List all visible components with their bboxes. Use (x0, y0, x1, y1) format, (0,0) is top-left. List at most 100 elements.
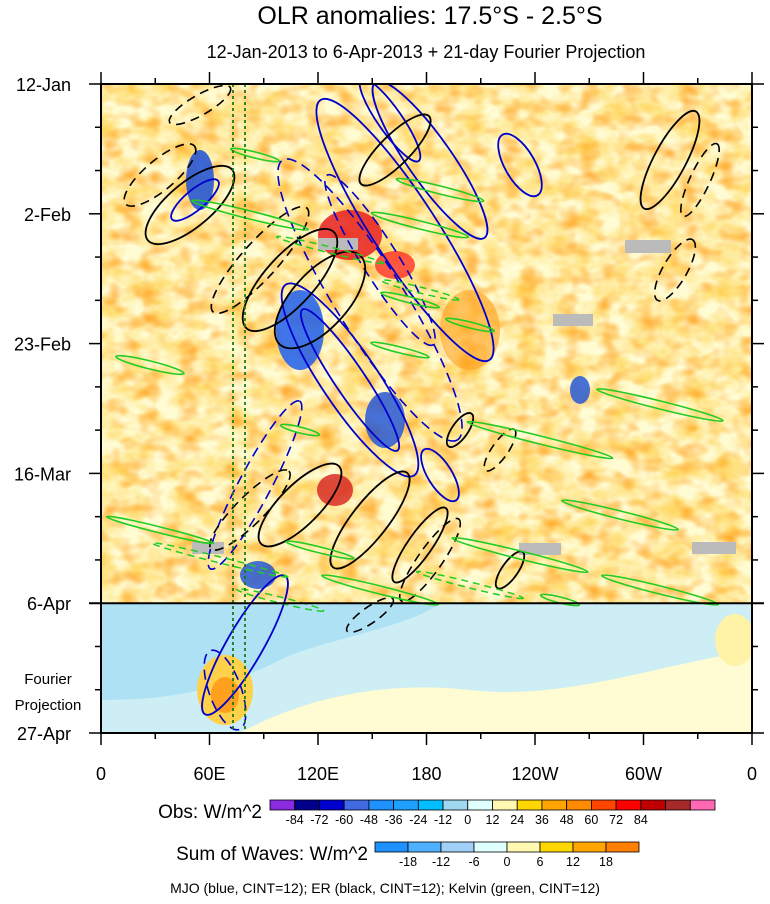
er-contour-negative (345, 596, 395, 634)
projection-label-line-2: Projection (15, 697, 82, 714)
legend-color-box (294, 799, 320, 811)
chart-title: OLR anomalies: 17.5°S - 2.5°S (257, 2, 602, 30)
legend-color-box (368, 799, 395, 811)
mjo-contour (371, 84, 489, 240)
legend-level-label: 36 (535, 813, 549, 827)
kelvin-contour (600, 574, 720, 606)
missing-data-patch (192, 542, 224, 554)
legend-color-box (665, 799, 691, 811)
legend-level-label: -60 (335, 813, 353, 827)
legend-color-box (407, 841, 442, 853)
er-contours (144, 109, 701, 590)
legend-color-box (539, 841, 574, 853)
er-contour-negative (680, 142, 720, 218)
legend-color-box (492, 799, 518, 811)
legend-color-box (566, 799, 592, 811)
kelvin-contour (380, 291, 440, 309)
axis-ticks (89, 72, 764, 745)
y-tick-label: 2-Feb (24, 205, 71, 225)
er-contour-negative (398, 517, 462, 603)
kelvin-contour (596, 388, 724, 422)
legend-color-box (506, 841, 541, 853)
kelvin-contour (229, 147, 281, 163)
y-tick-label: 23-Feb (14, 335, 71, 355)
kelvin-contour (279, 423, 321, 437)
mjo-contour (170, 178, 220, 222)
legend-level-label: 84 (634, 813, 648, 827)
x-tick-label: 0 (747, 764, 757, 784)
mjo-contours (170, 84, 543, 716)
x-tick-label: 120E (297, 764, 339, 784)
legend-color-box (615, 799, 642, 811)
missing-data-patch (519, 543, 561, 555)
legend-level-label: 24 (510, 813, 524, 827)
legend-color-box (467, 799, 493, 811)
mjo-contour (315, 97, 495, 363)
legend-level-label: -18 (399, 855, 417, 869)
x-tick-label: 60W (625, 764, 662, 784)
legend-level-label: 48 (560, 813, 574, 827)
y-tick-label: 16-Mar (14, 464, 71, 484)
x-tick-label: 0 (96, 764, 106, 784)
kelvin-contour (560, 499, 680, 531)
legend-level-label: -24 (409, 813, 427, 827)
plot-area (101, 84, 752, 733)
obs-legend: Obs: W/m^2 -84 -72 -60 -48 -36 -24 -12 0 12 24 36 4… (158, 799, 716, 827)
legend-level-label: -72 (310, 813, 328, 827)
legend-level-label: 12 (486, 813, 500, 827)
fourier-projection-field (101, 604, 752, 733)
mjo-contour (299, 308, 401, 452)
er-contour-negative (123, 143, 197, 207)
y-axis-labels: 12-Jan 2-Feb 23-Feb 16-Mar 6-Apr 27-Apr (14, 75, 71, 744)
footer-caption: MJO (blue, CINT=12); ER (black, CINT=12)… (170, 880, 600, 896)
legend-color-box (319, 799, 345, 811)
legend-color-box (343, 799, 370, 811)
kelvin-contour-negative (151, 542, 289, 578)
legend-level-label: -12 (434, 813, 452, 827)
kelvin-contour (451, 536, 589, 574)
kelvin-contour (115, 354, 185, 376)
obs-field-strong-positive (317, 474, 353, 506)
er-contour (329, 470, 411, 570)
kelvin-contours (105, 147, 724, 607)
obs-field-negative (570, 376, 590, 404)
kelvin-contour (466, 420, 614, 460)
kelvin-contour (444, 317, 496, 333)
legend-level-label: 12 (566, 855, 580, 869)
missing-data-patch (625, 240, 671, 253)
legend-color-box (590, 799, 617, 811)
projection-negative-area (101, 604, 440, 700)
mjo-contour (420, 447, 460, 503)
kelvin-contour (105, 515, 215, 545)
mjo-contour (497, 132, 543, 198)
chart-subtitle: 12-Jan-2013 to 6-Apr-2013 + 21-day Fouri… (207, 42, 646, 62)
obs-field-strong-negative (186, 150, 214, 210)
missing-data-patch (553, 314, 593, 326)
kelvin-contour-negative (415, 570, 525, 600)
legend-color-box (393, 799, 419, 811)
er-contour (358, 113, 432, 187)
er-contour (241, 227, 339, 333)
legend-level-label: -36 (385, 813, 403, 827)
x-tick-label: 120W (511, 764, 558, 784)
y-tick-label: 12-Jan (16, 75, 71, 95)
waves-legend-label: Sum of Waves: W/m^2 (176, 844, 368, 865)
legend-level-label: -6 (468, 855, 479, 869)
legend-level-label: 60 (584, 813, 598, 827)
projection-positive-area (715, 614, 752, 666)
er-contours-negative (123, 84, 720, 634)
kelvin-contour (190, 199, 310, 231)
kelvin-contour-negative (275, 235, 385, 265)
legend-color-box (269, 799, 296, 811)
kelvin-contour (395, 177, 485, 203)
y-tick-label: 27-Apr (17, 724, 71, 744)
legend-color-box (417, 799, 444, 811)
x-axis-labels: 0 60E 120E 180 120W 60W 0 (96, 764, 757, 784)
legend-color-box (689, 799, 716, 811)
y-tick-label: 6-Apr (27, 594, 71, 614)
obs-field-strong-negative (365, 392, 405, 448)
kelvin-contour-negative (235, 587, 325, 613)
kelvin-contour (370, 211, 470, 239)
legend-level-label: 0 (464, 813, 471, 827)
